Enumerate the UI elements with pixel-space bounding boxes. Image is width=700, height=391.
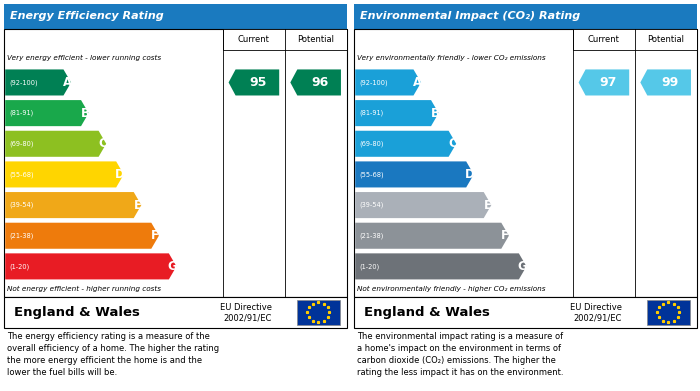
Text: C: C xyxy=(98,137,107,150)
Polygon shape xyxy=(355,131,456,157)
Text: The environmental impact rating is a measure of
a home's impact on the environme: The environmental impact rating is a mea… xyxy=(357,332,564,377)
Text: (1-20): (1-20) xyxy=(9,263,29,270)
Bar xyxy=(354,29,696,297)
Polygon shape xyxy=(355,192,491,218)
Polygon shape xyxy=(355,100,439,126)
Text: F: F xyxy=(501,229,509,242)
Text: Not environmentally friendly - higher CO₂ emissions: Not environmentally friendly - higher CO… xyxy=(357,286,545,292)
Text: (55-68): (55-68) xyxy=(9,171,34,178)
Text: E: E xyxy=(134,199,141,212)
Text: A: A xyxy=(413,76,422,89)
Text: D: D xyxy=(465,168,475,181)
Text: Very environmentally friendly - lower CO₂ emissions: Very environmentally friendly - lower CO… xyxy=(357,55,545,61)
Polygon shape xyxy=(579,70,629,95)
Text: England & Wales: England & Wales xyxy=(364,306,490,319)
Text: (1-20): (1-20) xyxy=(359,263,379,270)
Polygon shape xyxy=(355,161,474,187)
Text: 99: 99 xyxy=(661,76,678,89)
Text: (81-91): (81-91) xyxy=(9,110,34,117)
Polygon shape xyxy=(5,100,89,126)
Text: 97: 97 xyxy=(599,76,617,89)
Text: D: D xyxy=(115,168,125,181)
Bar xyxy=(647,300,690,325)
Text: (92-100): (92-100) xyxy=(9,79,38,86)
Text: A: A xyxy=(63,76,72,89)
Text: Not energy efficient - higher running costs: Not energy efficient - higher running co… xyxy=(7,286,161,292)
Text: Current: Current xyxy=(238,35,270,44)
Polygon shape xyxy=(290,70,341,95)
Polygon shape xyxy=(5,131,106,157)
Text: B: B xyxy=(430,107,440,120)
Text: (21-38): (21-38) xyxy=(359,233,384,239)
Bar xyxy=(223,29,346,50)
Polygon shape xyxy=(355,253,526,280)
Text: G: G xyxy=(518,260,528,273)
Text: E: E xyxy=(484,199,491,212)
Polygon shape xyxy=(355,223,509,249)
Text: 96: 96 xyxy=(311,76,328,89)
Text: Potential: Potential xyxy=(297,35,334,44)
Text: The energy efficiency rating is a measure of the
overall efficiency of a home. T: The energy efficiency rating is a measur… xyxy=(7,332,219,377)
Bar xyxy=(354,297,696,328)
Text: (55-68): (55-68) xyxy=(359,171,384,178)
Polygon shape xyxy=(5,161,124,187)
Text: B: B xyxy=(80,107,90,120)
Bar xyxy=(4,4,346,29)
Bar xyxy=(354,4,696,29)
Polygon shape xyxy=(229,70,279,95)
Text: Very energy efficient - lower running costs: Very energy efficient - lower running co… xyxy=(7,55,161,61)
Text: EU Directive
2002/91/EC: EU Directive 2002/91/EC xyxy=(220,303,272,322)
Text: Environmental Impact (CO₂) Rating: Environmental Impact (CO₂) Rating xyxy=(360,11,580,22)
Text: C: C xyxy=(448,137,457,150)
Polygon shape xyxy=(5,253,176,280)
Text: (81-91): (81-91) xyxy=(359,110,384,117)
Text: F: F xyxy=(151,229,159,242)
Text: (39-54): (39-54) xyxy=(9,202,34,208)
Text: Potential: Potential xyxy=(647,35,684,44)
Text: (69-80): (69-80) xyxy=(9,140,34,147)
Text: EU Directive
2002/91/EC: EU Directive 2002/91/EC xyxy=(570,303,622,322)
Text: (39-54): (39-54) xyxy=(359,202,384,208)
Text: 95: 95 xyxy=(249,76,267,89)
Polygon shape xyxy=(5,223,159,249)
Polygon shape xyxy=(640,70,691,95)
Polygon shape xyxy=(5,192,141,218)
Text: Energy Efficiency Rating: Energy Efficiency Rating xyxy=(10,11,164,22)
Text: (92-100): (92-100) xyxy=(359,79,388,86)
Polygon shape xyxy=(355,70,421,95)
Bar xyxy=(573,29,696,50)
Text: (69-80): (69-80) xyxy=(359,140,384,147)
Text: Current: Current xyxy=(588,35,620,44)
Polygon shape xyxy=(5,70,71,95)
Bar xyxy=(297,300,340,325)
Text: (21-38): (21-38) xyxy=(9,233,34,239)
Bar xyxy=(4,29,346,297)
Bar xyxy=(4,297,346,328)
Text: England & Wales: England & Wales xyxy=(14,306,140,319)
Text: G: G xyxy=(168,260,178,273)
